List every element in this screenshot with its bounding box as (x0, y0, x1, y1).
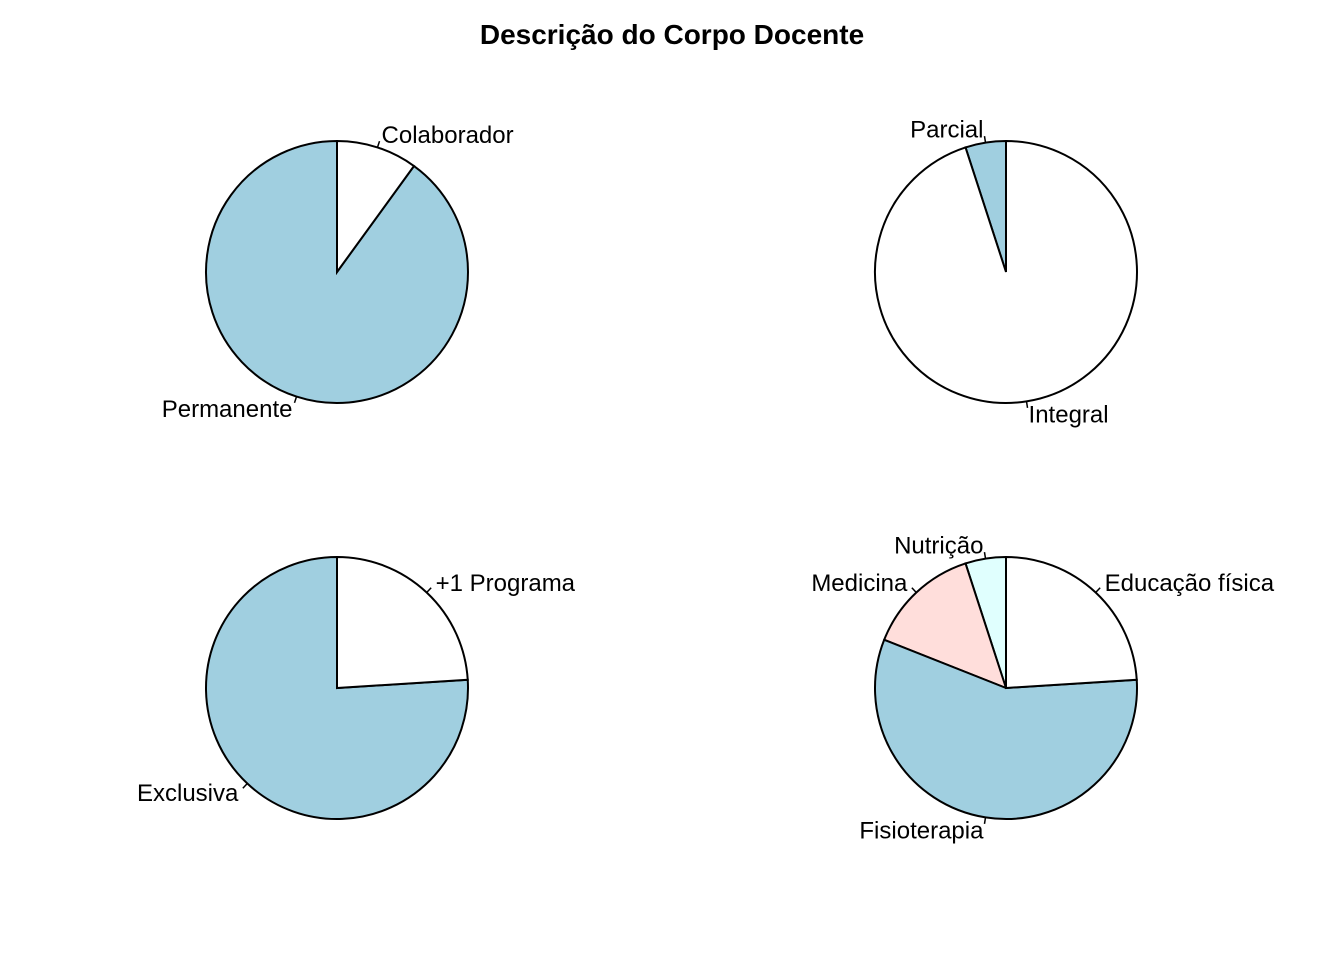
pie-panel-1: Permanente Colaborador (162, 122, 514, 423)
pie-label-medicina: Medicina (811, 570, 908, 597)
pie-label-tick-fisioterapia (983, 817, 987, 824)
pie-label-tick-medicina (911, 587, 917, 594)
pie-label-nutricao: Nutrição (894, 533, 983, 560)
pie-slice-integral (874, 139, 1138, 404)
pie-slice-educacao-fisica (1005, 555, 1138, 690)
pie-label-tick-parcial (983, 136, 987, 143)
pie-label-permanente: Permanente (162, 396, 293, 423)
pie-label-tick-integral (1025, 401, 1029, 408)
pie-label-integral: Integral (1029, 401, 1109, 428)
pie-label-tick-1-programa (426, 587, 432, 594)
pie-label-tick-colaborador (376, 140, 381, 148)
pie-label-parcial: Parcial (910, 117, 983, 144)
pie-label-tick-exclusiva (242, 782, 248, 789)
pie-panel-4: Nutrição Medicina Fisioterapia Educação fís… (811, 533, 1274, 845)
pie-label-tick-permanente (293, 396, 298, 404)
pie-label-fisioterapia: Fisioterapia (859, 817, 984, 844)
pie-label-educacao-fisica: Educação física (1105, 570, 1275, 597)
pie-slice-1-programa (336, 555, 469, 690)
pie-label-tick-nutricao (983, 552, 987, 559)
pie-label-exclusiva: Exclusiva (137, 780, 239, 807)
pie-panel-3: Exclusiva +1 Programa (137, 555, 576, 820)
pie-slice-medicina (882, 562, 1008, 690)
pie-label-colaborador: Colaborador (382, 122, 514, 149)
pie-slice-colaborador (336, 139, 416, 276)
figure-title: Descrição do Corpo Docente (480, 19, 864, 50)
pie-panel-2: Parcial Integral (874, 117, 1138, 428)
pie-label-tick-educacao-fisica (1095, 587, 1101, 594)
pie-label-1-programa: +1 Programa (436, 570, 576, 597)
